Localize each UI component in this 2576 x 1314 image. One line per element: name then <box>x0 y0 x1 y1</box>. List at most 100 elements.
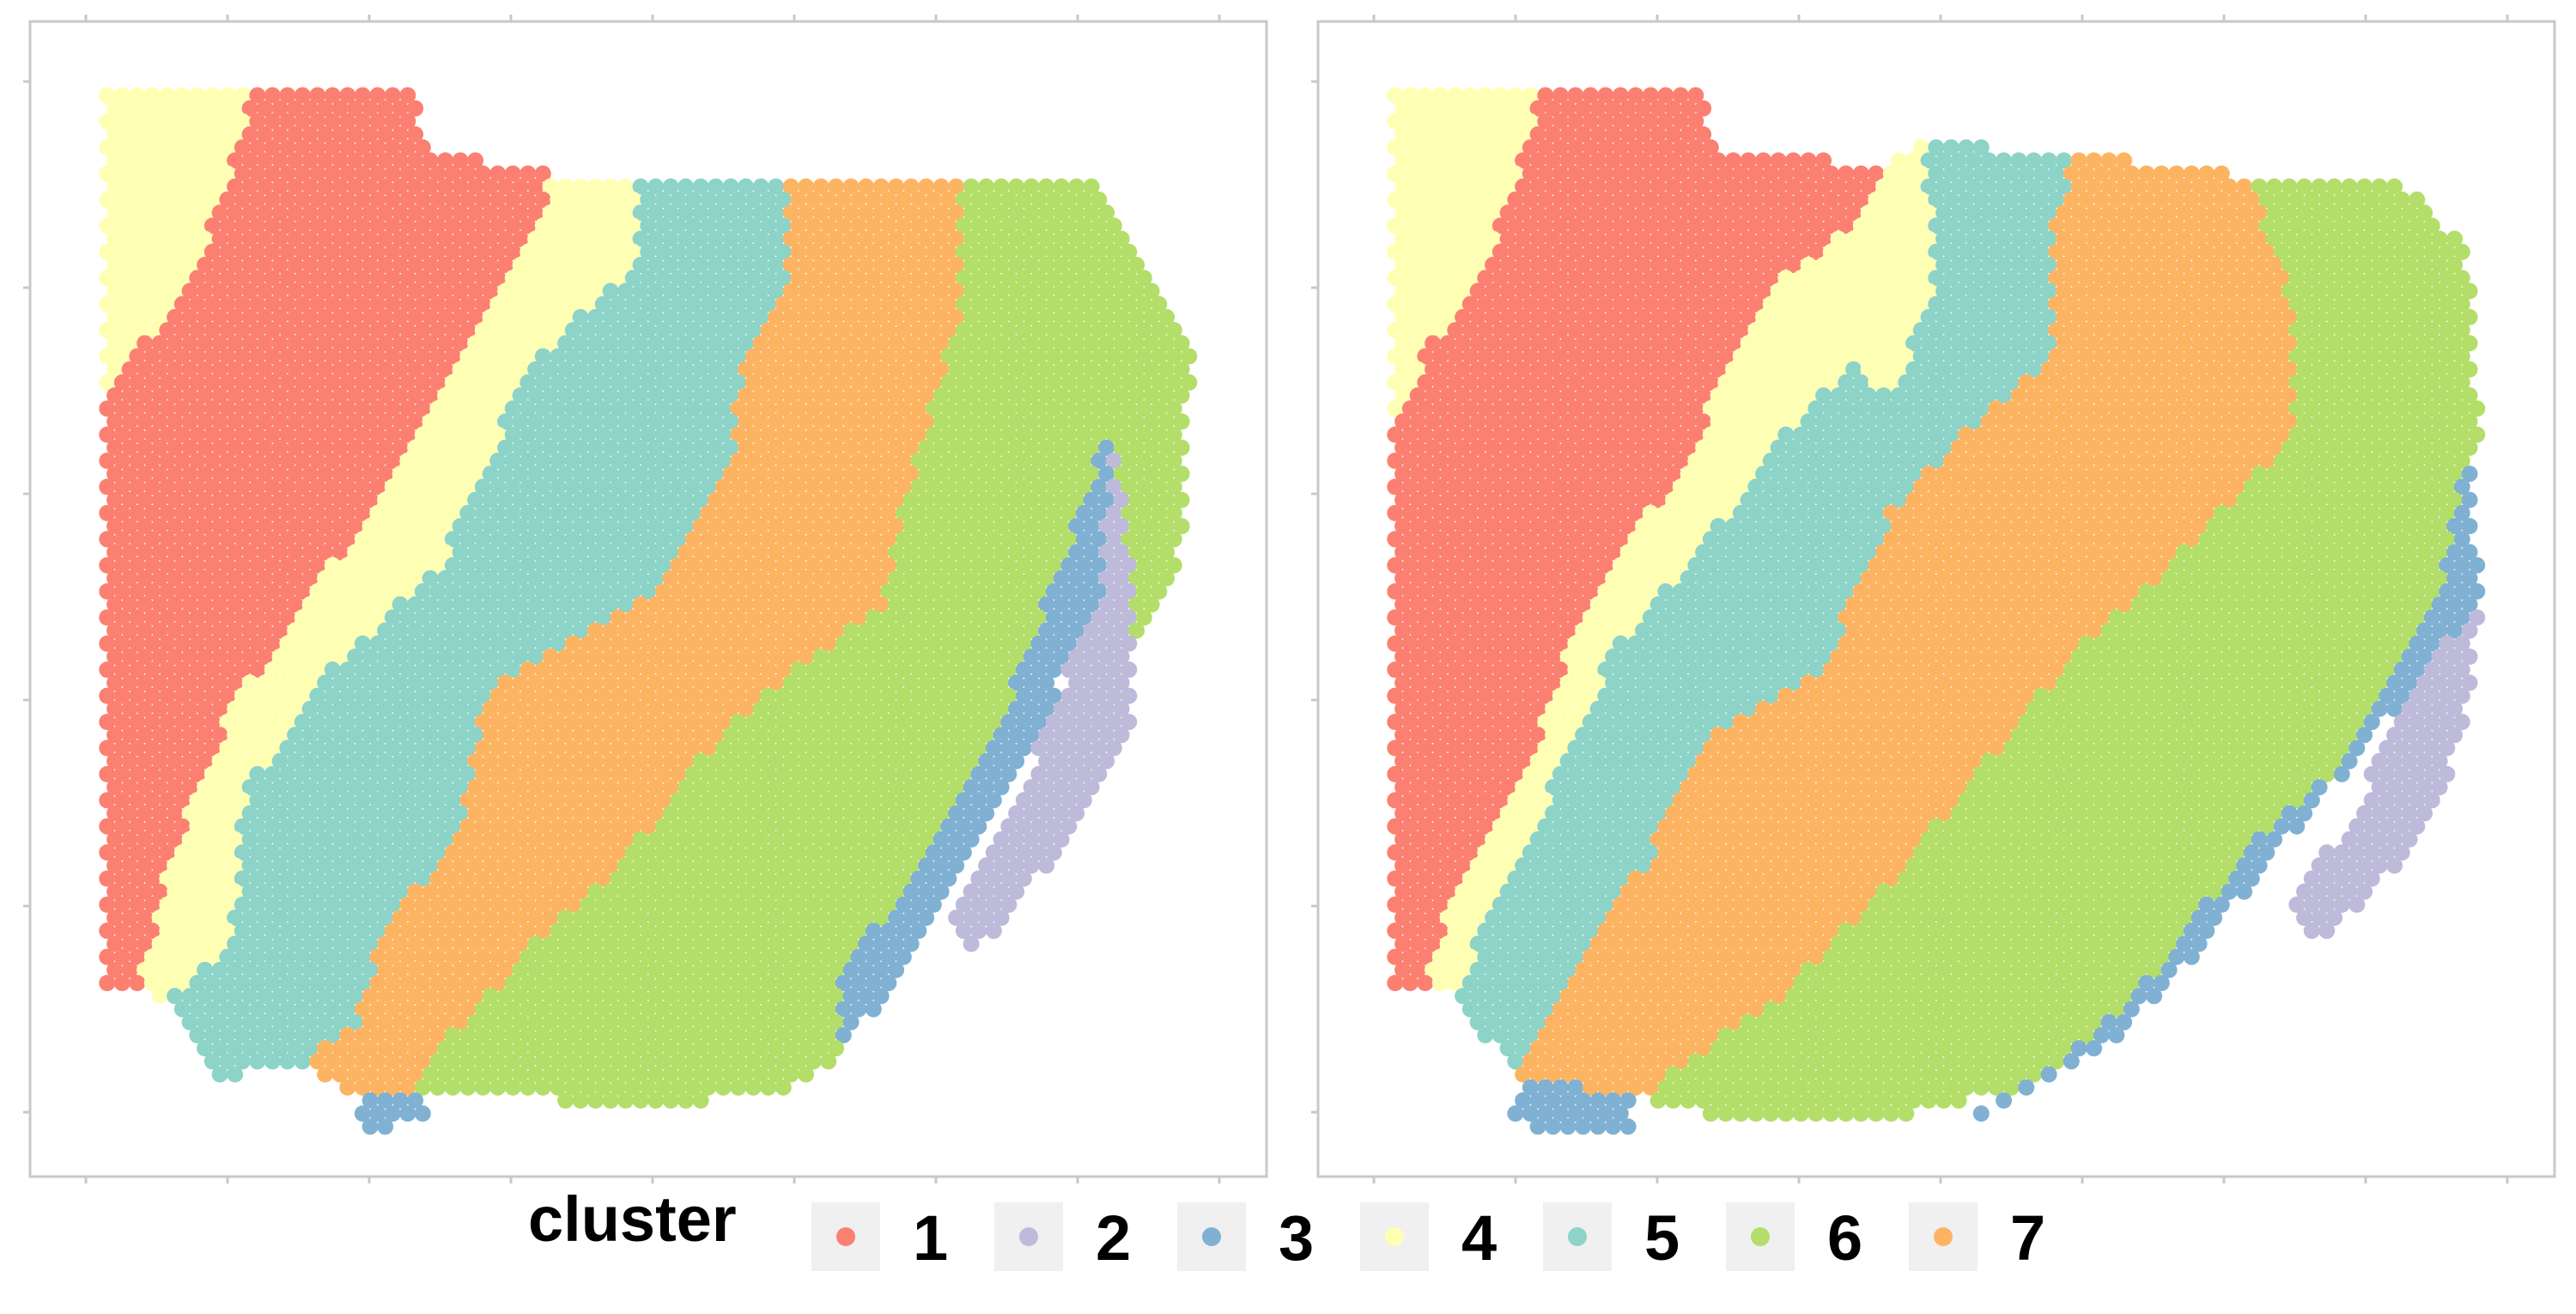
spot-cluster-1 <box>227 387 244 404</box>
spot-cluster-1 <box>309 165 326 182</box>
spot-cluster-5 <box>670 192 687 208</box>
spot-cluster-6 <box>993 204 1010 222</box>
spot-cluster-1 <box>392 204 409 222</box>
spot-cluster-5 <box>640 426 657 443</box>
spot-cluster-4 <box>113 87 131 104</box>
spot-cluster-1 <box>181 283 198 300</box>
spot-cluster-1 <box>414 295 431 313</box>
spot-cluster-6 <box>978 204 995 222</box>
spot-cluster-5 <box>580 348 597 365</box>
spot-cluster-1 <box>369 113 386 130</box>
spot-cluster-1 <box>129 426 146 443</box>
spot-cluster-4 <box>151 308 168 325</box>
spot-cluster-1 <box>497 178 514 195</box>
spot-cluster-5 <box>775 270 792 287</box>
spot-cluster-5 <box>580 374 597 391</box>
spot-cluster-1 <box>219 295 236 313</box>
spot-cluster-1 <box>301 152 319 169</box>
spot-cluster-1 <box>159 348 176 365</box>
spot-cluster-6 <box>1023 308 1040 325</box>
spot-cluster-7 <box>902 361 920 378</box>
spot-cluster-5 <box>692 257 709 273</box>
spot-cluster-5 <box>775 192 792 208</box>
spot-cluster-6 <box>1165 374 1182 391</box>
spot-cluster-5 <box>722 413 739 430</box>
spot-cluster-1 <box>204 400 221 417</box>
spot-cluster-7 <box>820 348 837 365</box>
spot-cluster-6 <box>970 400 987 417</box>
spot-cluster-6 <box>1053 230 1070 247</box>
spot-cluster-1 <box>377 230 394 247</box>
spot-cluster-6 <box>1143 413 1160 430</box>
spot-cluster-1 <box>347 126 364 143</box>
spot-cluster-1 <box>459 322 477 338</box>
spot-cluster-1 <box>219 270 236 287</box>
spot-cluster-1 <box>377 257 394 273</box>
spot-cluster-1 <box>377 126 394 143</box>
spot-cluster-1 <box>331 152 349 169</box>
spot-cluster-1 <box>504 192 521 208</box>
spot-cluster-5 <box>624 322 641 338</box>
spot-cluster-6 <box>1015 295 1032 313</box>
spot-cluster-4 <box>159 192 176 208</box>
spot-cluster-1 <box>497 204 514 222</box>
spot-cluster-6 <box>1121 374 1138 391</box>
spot-cluster-1 <box>279 348 296 365</box>
spot-cluster-1 <box>347 283 364 300</box>
spot-cluster-5 <box>654 270 671 287</box>
spot-cluster-1 <box>422 283 439 300</box>
spot-cluster-1 <box>452 257 469 273</box>
spot-cluster-4 <box>474 374 491 391</box>
spot-cluster-1 <box>324 400 341 417</box>
spot-cluster-5 <box>610 348 627 365</box>
spot-cluster-6 <box>1068 257 1085 273</box>
spot-cluster-7 <box>782 308 799 325</box>
spot-cluster-5 <box>738 308 755 325</box>
spot-cluster-1 <box>377 283 394 300</box>
spot-cluster-7 <box>910 322 927 338</box>
spot-cluster-1 <box>407 335 424 352</box>
spot-cluster-1 <box>339 348 356 365</box>
spot-cluster-4 <box>121 283 138 300</box>
spot-cluster-4 <box>504 348 521 365</box>
spot-cluster-6 <box>1083 413 1100 430</box>
spot-cluster-4 <box>527 283 544 300</box>
spot-cluster-7 <box>820 426 837 443</box>
spot-cluster-7 <box>790 426 807 443</box>
spot-cluster-7 <box>902 257 920 273</box>
spot-cluster-1 <box>317 100 334 117</box>
spot-cluster-5 <box>602 361 619 378</box>
spot-cluster-5 <box>714 243 732 260</box>
spot-cluster-5 <box>768 178 785 195</box>
spot-cluster-4 <box>173 113 191 130</box>
spot-cluster-5 <box>640 270 657 287</box>
spot-cluster-1 <box>143 374 161 391</box>
spot-cluster-6 <box>444 1079 461 1096</box>
spot-cluster-1 <box>189 374 206 391</box>
spot-cluster-4 <box>181 230 198 247</box>
spot-cluster-1 <box>219 243 236 260</box>
spot-cluster-6 <box>1023 230 1040 247</box>
spot-cluster-5 <box>684 295 702 313</box>
spot-cluster-4 <box>99 270 116 287</box>
spot-cluster-5 <box>647 413 665 430</box>
spot-cluster-5 <box>670 243 687 260</box>
spot-cluster-4 <box>173 243 191 260</box>
spot-cluster-6 <box>489 1079 507 1096</box>
spot-cluster-7 <box>744 400 762 417</box>
spot-cluster-4 <box>557 204 574 222</box>
spot-cluster-5 <box>768 230 785 247</box>
spot-cluster-4 <box>204 192 221 208</box>
spot-cluster-6 <box>1181 374 1198 391</box>
spot-cluster-1 <box>264 113 281 130</box>
spot-cluster-1 <box>519 165 537 182</box>
spot-cluster-4 <box>459 426 477 443</box>
spot-cluster-6 <box>1083 387 1100 404</box>
spot-cluster-1 <box>399 243 416 260</box>
spot-cluster-6 <box>985 295 1002 313</box>
spot-cluster-1 <box>264 426 281 443</box>
spot-cluster-6 <box>1105 243 1122 260</box>
spot-cluster-1 <box>301 413 319 430</box>
spot-cluster-6 <box>1030 192 1048 208</box>
spot-cluster-4 <box>429 426 447 443</box>
